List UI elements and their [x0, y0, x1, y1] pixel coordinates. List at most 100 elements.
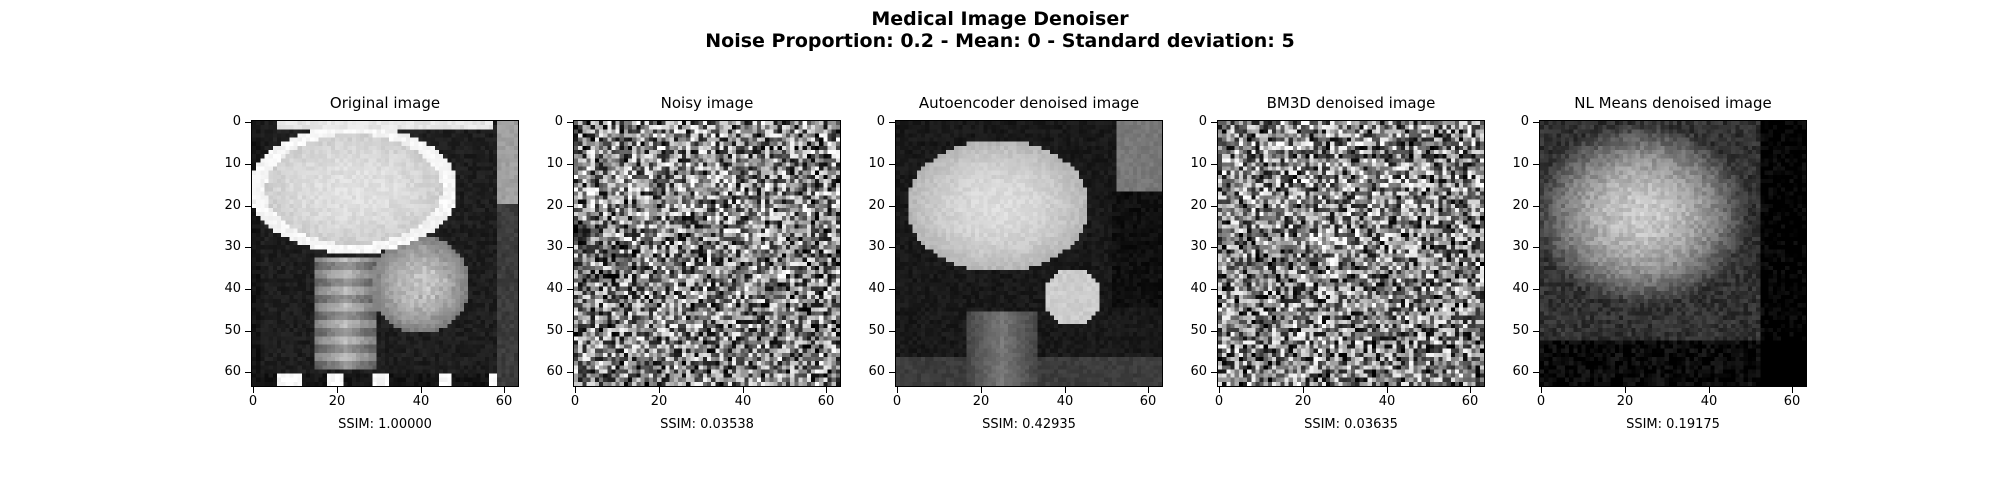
y-tick [245, 164, 251, 165]
x-tick-label: 20 [328, 394, 346, 409]
x-tick-label: 40 [734, 394, 752, 409]
y-tick-label: 40 [868, 281, 885, 296]
x-tick [1387, 387, 1388, 393]
y-tick [567, 289, 573, 290]
x-tick [1219, 387, 1220, 393]
x-tick-label: 60 [495, 394, 513, 409]
y-tick-label: 50 [1190, 323, 1207, 338]
x-tick [575, 387, 576, 393]
y-tick [889, 247, 895, 248]
y-tick [245, 289, 251, 290]
y-tick-label: 10 [868, 156, 885, 171]
panel-title: Autoencoder denoised image [918, 94, 1140, 112]
ssim-label: SSIM: 1.00000 [338, 417, 432, 432]
y-tick-label: 0 [1520, 114, 1529, 129]
x-tick [897, 387, 898, 393]
x-tick-label: 0 [1536, 394, 1546, 409]
y-tick-label: 60 [546, 364, 563, 379]
y-tick [889, 122, 895, 123]
image-axes [895, 120, 1163, 387]
y-tick [1211, 122, 1217, 123]
x-tick-label: 0 [570, 394, 580, 409]
y-tick-label: 20 [868, 198, 885, 213]
x-tick [1065, 387, 1066, 393]
y-tick [1211, 247, 1217, 248]
x-tick-label: 0 [248, 394, 258, 409]
y-tick-label: 0 [1198, 114, 1207, 129]
x-tick [421, 387, 422, 393]
y-tick [1211, 331, 1217, 332]
x-tick [826, 387, 827, 393]
y-tick [567, 372, 573, 373]
y-tick-label: 30 [1512, 239, 1529, 254]
y-tick-label: 40 [1512, 281, 1529, 296]
y-tick-label: 50 [868, 323, 885, 338]
y-tick [567, 206, 573, 207]
x-tick [659, 387, 660, 393]
y-tick-label: 40 [546, 281, 563, 296]
image-panel: 0 10 20 30 40 50 60 0 20 40 60 [868, 115, 1163, 409]
y-tick [245, 247, 251, 248]
x-tick [1625, 387, 1626, 393]
ssim-label: SSIM: 0.03538 [660, 417, 754, 432]
x-tick-label: 60 [817, 394, 835, 409]
y-tick-label: 20 [546, 198, 563, 213]
x-tick-label: 40 [1700, 394, 1718, 409]
y-tick-label: 10 [1190, 156, 1207, 171]
y-tick [245, 331, 251, 332]
y-tick-label: 10 [224, 156, 241, 171]
y-tick [889, 164, 895, 165]
y-tick-label: 20 [1190, 198, 1207, 213]
y-tick-label: 30 [1190, 239, 1207, 254]
panel-title: Noisy image [660, 94, 754, 112]
y-tick [1533, 289, 1539, 290]
y-tick-label: 30 [546, 239, 563, 254]
x-tick [981, 387, 982, 393]
x-tick-label: 20 [650, 394, 668, 409]
ssim-label: SSIM: 0.03635 [1304, 417, 1398, 432]
image-axes [1539, 120, 1807, 387]
panel-title: BM3D denoised image [1266, 94, 1436, 112]
y-tick-label: 0 [232, 114, 241, 129]
grayscale-image [1540, 121, 1806, 386]
x-tick-label: 60 [1783, 394, 1801, 409]
y-tick [1211, 164, 1217, 165]
x-tick [1470, 387, 1471, 393]
x-tick-label: 20 [1294, 394, 1312, 409]
x-tick-label: 0 [892, 394, 902, 409]
grayscale-image [252, 121, 518, 386]
y-tick-label: 50 [224, 323, 241, 338]
grayscale-image [896, 121, 1162, 386]
y-tick [889, 331, 895, 332]
y-tick-label: 60 [868, 364, 885, 379]
y-tick-label: 10 [1512, 156, 1529, 171]
x-tick-label: 0 [1214, 394, 1224, 409]
y-tick-label: 60 [1512, 364, 1529, 379]
y-tick [1533, 372, 1539, 373]
image-axes [251, 120, 519, 387]
figure-title: Medical Image Denoiser [871, 8, 1129, 30]
x-tick [1148, 387, 1149, 393]
y-tick [1211, 289, 1217, 290]
y-tick [889, 372, 895, 373]
y-tick [245, 372, 251, 373]
panel-title: Original image [329, 94, 441, 112]
y-tick-label: 0 [554, 114, 563, 129]
figure-subtitle: Noise Proportion: 0.2 - Mean: 0 - Standa… [705, 30, 1295, 52]
y-tick [567, 331, 573, 332]
y-tick-label: 30 [868, 239, 885, 254]
x-tick [743, 387, 744, 393]
x-tick-label: 40 [1056, 394, 1074, 409]
y-tick [1533, 164, 1539, 165]
y-tick-label: 40 [1190, 281, 1207, 296]
image-panel: 0 10 20 30 40 50 60 0 20 40 60 [1512, 115, 1807, 409]
y-tick-label: 10 [546, 156, 563, 171]
x-tick [1792, 387, 1793, 393]
image-axes [573, 120, 841, 387]
ssim-label: SSIM: 0.42935 [982, 417, 1076, 432]
y-tick-label: 20 [1512, 198, 1529, 213]
x-tick-label: 60 [1139, 394, 1157, 409]
image-axes [1217, 120, 1485, 387]
x-tick-label: 40 [412, 394, 430, 409]
